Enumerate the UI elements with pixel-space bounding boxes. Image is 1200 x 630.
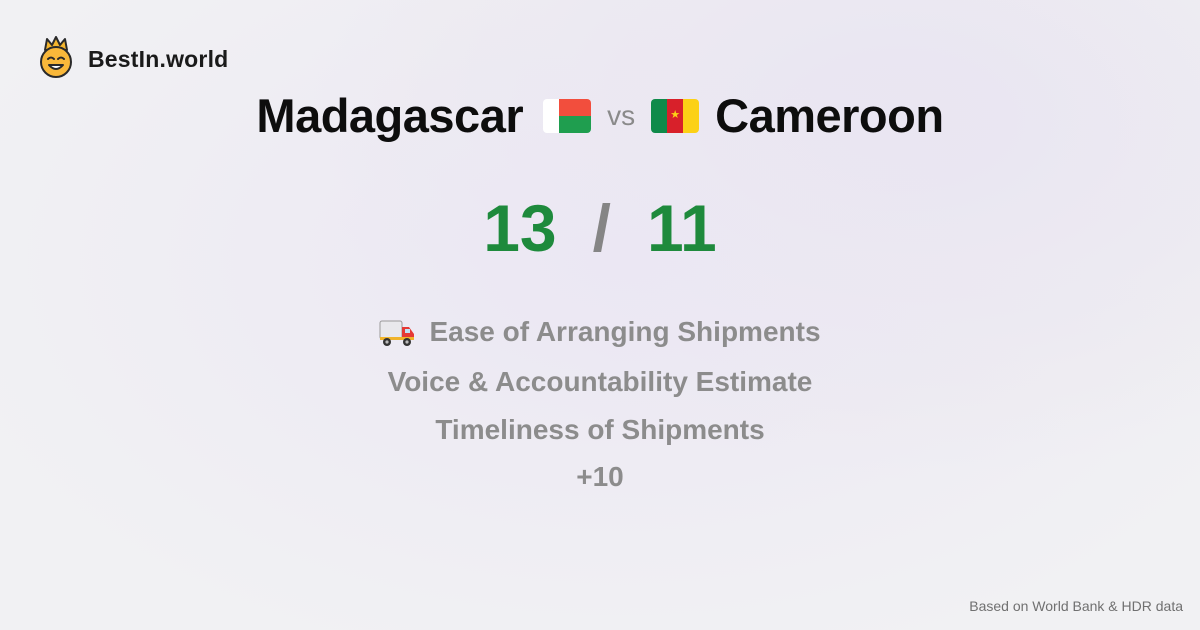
brand-name: BestIn.world (88, 46, 229, 72)
right-country-name: Cameroon (715, 89, 944, 142)
left-country-name: Madagascar (256, 89, 524, 142)
crown-smiley-icon (38, 36, 74, 83)
left-score: 13 (483, 191, 557, 265)
metric-label: Voice & Accountability Estimate (387, 366, 813, 397)
right-score: 11 (646, 191, 717, 265)
metric-label: Ease of Arranging Shipments (429, 316, 821, 347)
metric-item: Ease of Arranging Shipments (0, 316, 1200, 348)
madagascar-flag-icon (543, 98, 592, 133)
metric-item: Voice & Accountability Estimate (0, 366, 1200, 398)
metric-label: +10 (576, 461, 624, 492)
cameroon-flag-icon: ★ (651, 98, 700, 133)
delivery-truck-icon (379, 317, 415, 347)
vs-label: vs (607, 99, 636, 131)
score-separator: / (592, 191, 611, 265)
brand-logo[interactable]: BestIn.world (38, 36, 228, 83)
score-comparison: 13 / 11 (0, 190, 1200, 266)
more-metrics-count: +10 (0, 461, 1200, 493)
metric-label: Timeliness of Shipments (435, 414, 765, 445)
metric-item: Timeliness of Shipments (0, 414, 1200, 446)
comparison-title: Madagascar vs ★ Cameroon (0, 88, 1200, 143)
data-source-note: Based on World Bank & HDR data (969, 598, 1183, 614)
